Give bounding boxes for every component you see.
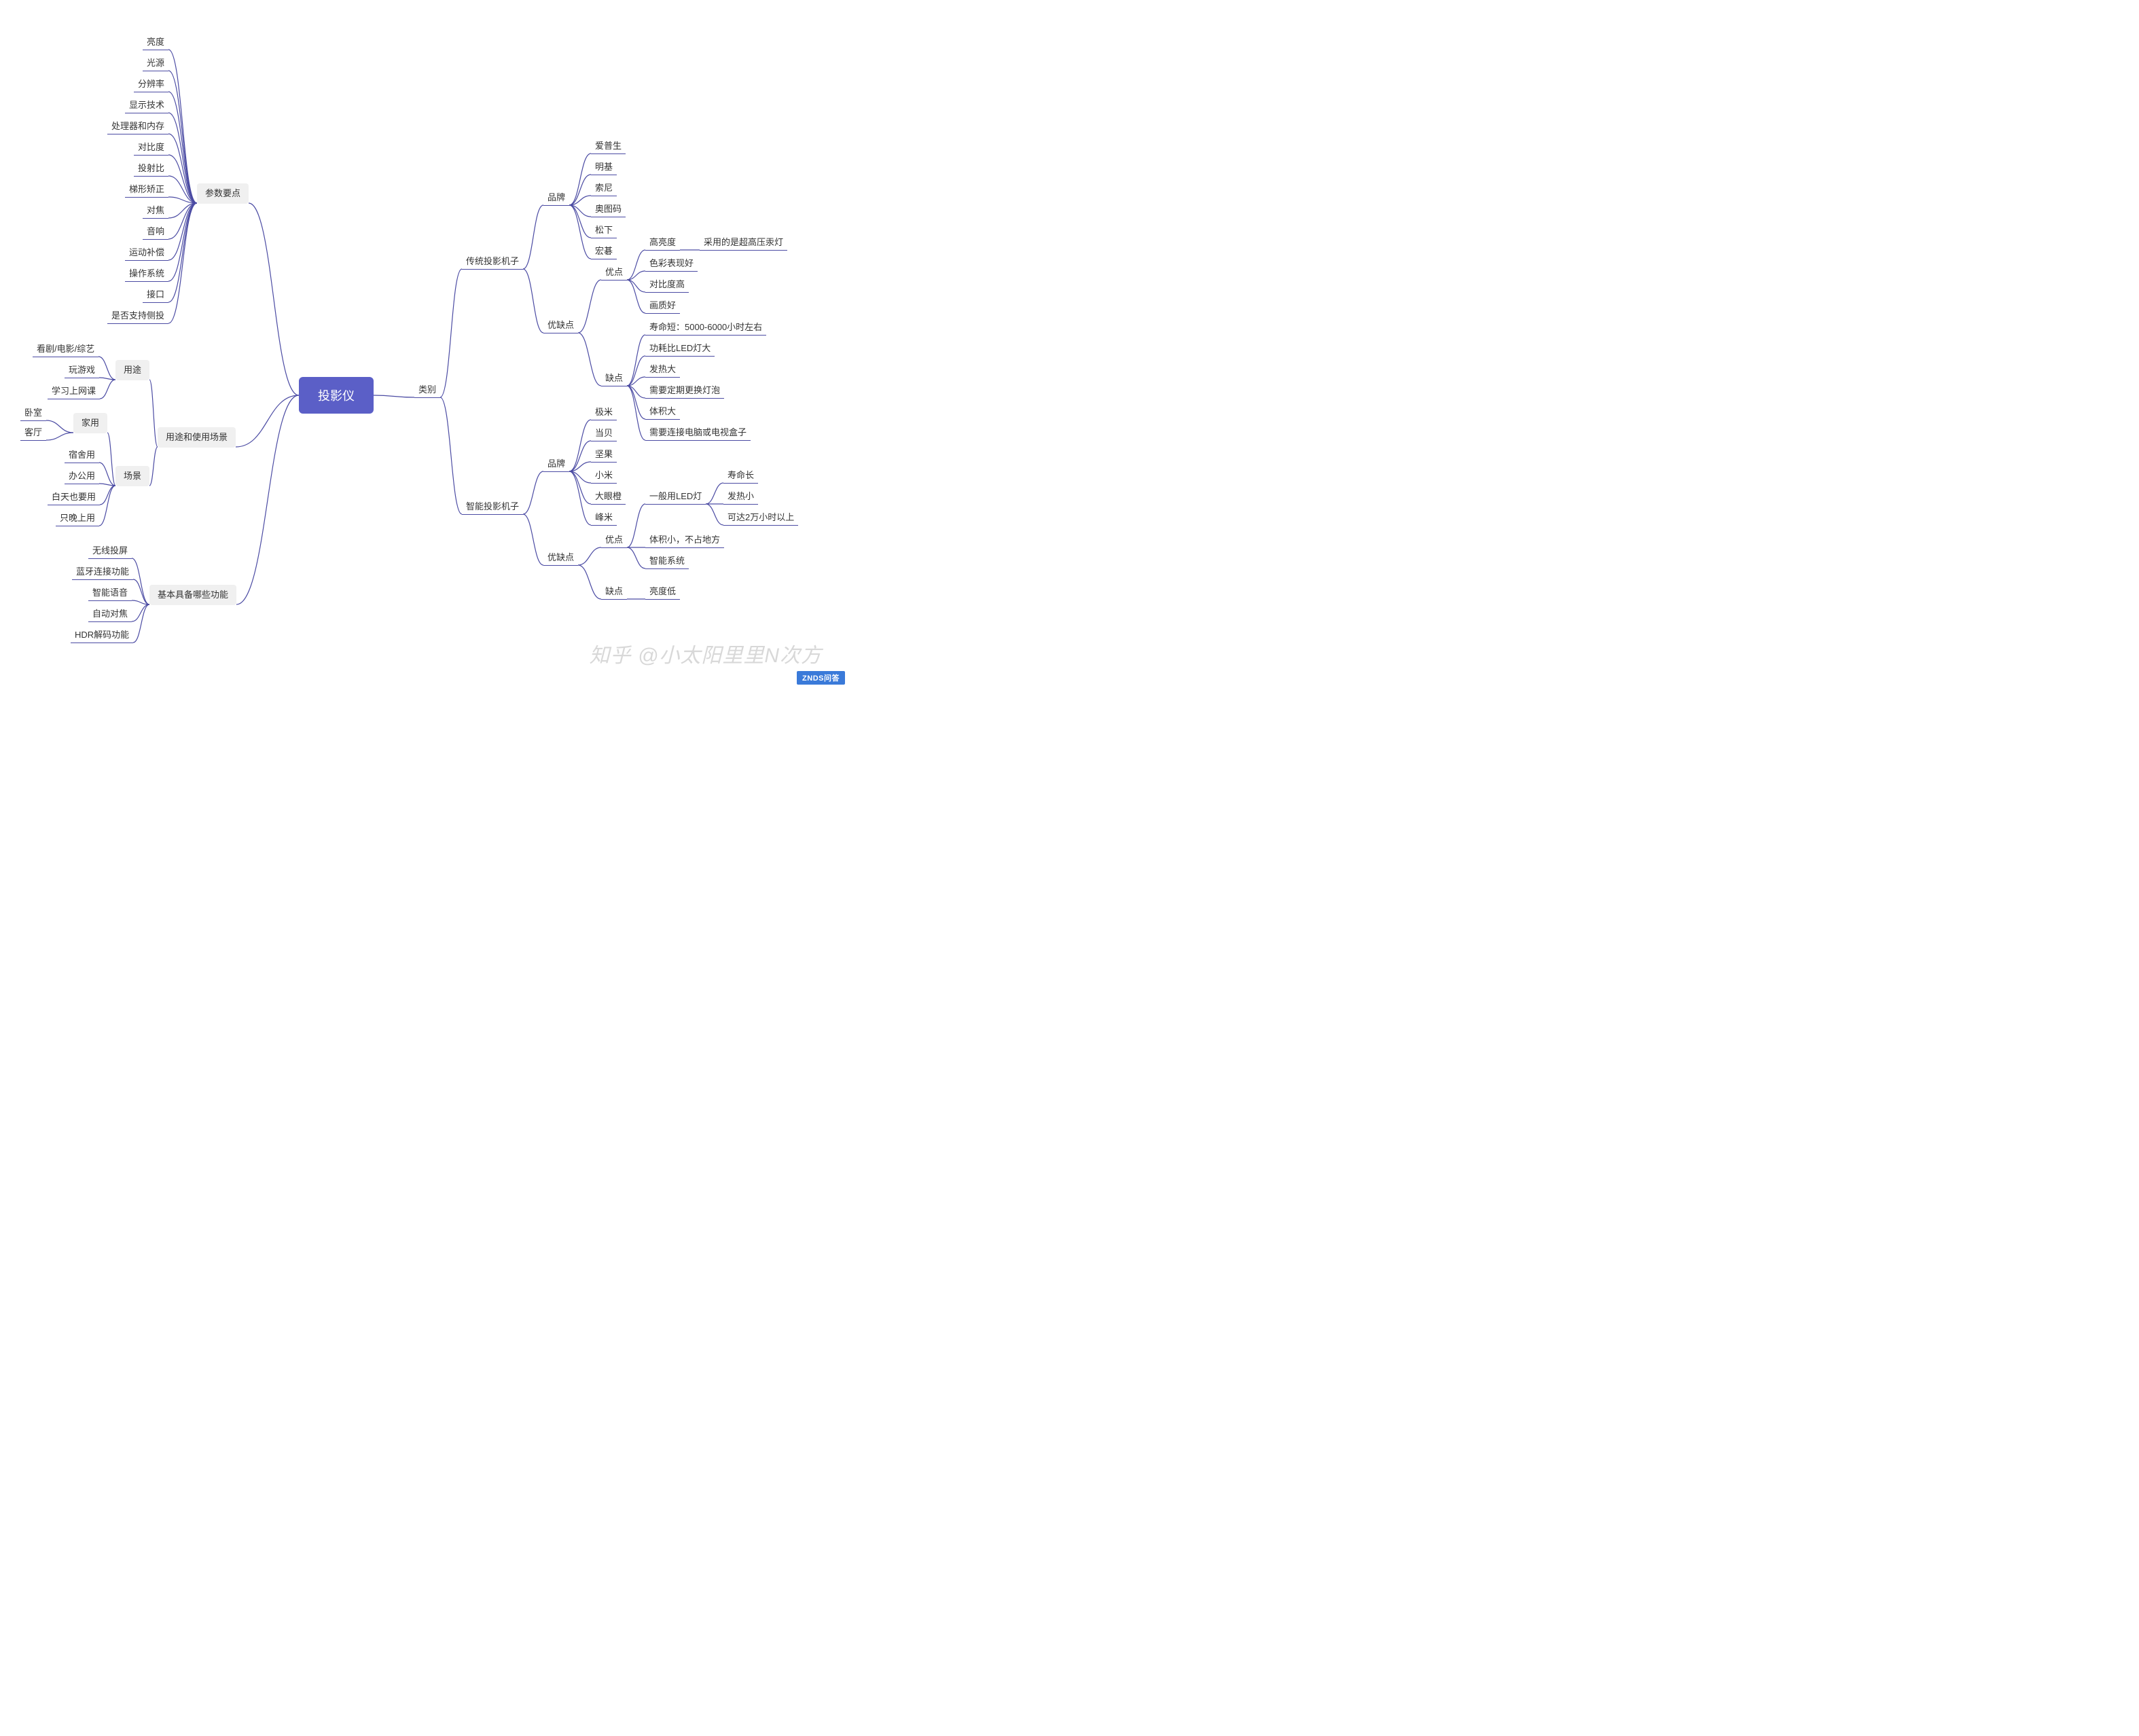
mindmap-node[interactable]: 用途 [115, 360, 149, 380]
mindmap-node[interactable]: 对比度高 [645, 277, 689, 293]
mindmap-node[interactable]: 玩游戏 [65, 363, 99, 378]
mindmap-node[interactable]: 光源 [143, 56, 168, 71]
mindmap-node[interactable]: 处理器和内存 [107, 119, 168, 134]
mindmap-node[interactable]: 寿命短：5000-6000小时左右 [645, 320, 766, 336]
mindmap-node[interactable]: 高亮度 [645, 235, 680, 251]
mindmap-node[interactable]: 梯形矫正 [125, 182, 168, 198]
mindmap-node[interactable]: 可达2万小时以上 [723, 510, 798, 526]
mindmap-node[interactable]: 坚果 [591, 447, 617, 463]
mindmap-node[interactable]: 优点 [601, 265, 627, 281]
source-badge: ZNDS问答 [797, 671, 845, 685]
mindmap-node[interactable]: 卧室 [20, 405, 46, 421]
mindmap-node[interactable]: 智能系统 [645, 554, 689, 569]
mindmap-node[interactable]: 需要定期更换灯泡 [645, 383, 724, 399]
mindmap-node[interactable]: 运动补偿 [125, 245, 168, 261]
mindmap-node[interactable]: 只晚上用 [56, 511, 99, 526]
mindmap-node[interactable]: 发热小 [723, 489, 758, 505]
mindmap-node[interactable]: 宿舍用 [65, 448, 99, 463]
mindmap-node[interactable]: 亮度 [143, 35, 168, 50]
mindmap-node[interactable]: 类别 [414, 382, 440, 398]
mindmap-node[interactable]: 需要连接电脑或电视盒子 [645, 425, 751, 441]
mindmap-node[interactable]: 场景 [115, 466, 149, 486]
mindmap-node[interactable]: 宏碁 [591, 244, 617, 259]
mindmap-node[interactable]: 无线投屏 [88, 543, 132, 559]
mindmap-node[interactable]: 大眼橙 [591, 489, 626, 505]
mindmap-node[interactable]: 缺点 [601, 371, 627, 386]
mindmap-node[interactable]: 音响 [143, 224, 168, 240]
mindmap-node[interactable]: 极米 [591, 405, 617, 420]
mindmap-node[interactable]: 色彩表现好 [645, 256, 698, 272]
mindmap-node[interactable]: 家用 [73, 413, 107, 433]
mindmap-node[interactable]: 客厅 [20, 425, 46, 441]
mindmap-node[interactable]: 寿命长 [723, 468, 758, 484]
mindmap-node[interactable]: 对比度 [134, 140, 168, 156]
mindmap-node[interactable]: 明基 [591, 160, 617, 175]
mindmap-node[interactable]: 优点 [601, 532, 627, 548]
mindmap-node[interactable]: 体积小，不占地方 [645, 532, 724, 548]
mindmap-node[interactable]: 小米 [591, 468, 617, 484]
mindmap-node[interactable]: 基本具备哪些功能 [149, 585, 236, 605]
mindmap-node[interactable]: 是否支持侧投 [107, 308, 168, 324]
mindmap-node[interactable]: 采用的是超高压汞灯 [700, 235, 787, 251]
mindmap-node[interactable]: 蓝牙连接功能 [72, 564, 133, 580]
mindmap-node[interactable]: 投射比 [134, 161, 168, 177]
mindmap-node[interactable]: 优缺点 [543, 318, 578, 333]
mindmap-node[interactable]: 品牌 [543, 456, 569, 472]
mindmap-node[interactable]: 接口 [143, 287, 168, 303]
mindmap-node[interactable]: 显示技术 [125, 98, 168, 113]
mindmap-node[interactable]: 对焦 [143, 203, 168, 219]
mindmap-node[interactable]: 学习上网课 [48, 384, 100, 399]
mindmap-node[interactable]: 传统投影机子 [462, 254, 523, 270]
mindmap-node[interactable]: 自动对焦 [88, 607, 132, 622]
mindmap-node[interactable]: 看剧/电影/综艺 [33, 342, 98, 357]
mindmap-node[interactable]: 当贝 [591, 426, 617, 441]
mindmap-node[interactable]: 办公用 [65, 469, 99, 484]
mindmap-node[interactable]: 爱普生 [591, 139, 626, 154]
mindmap-node[interactable]: 画质好 [645, 298, 680, 314]
mindmap-node[interactable]: 松下 [591, 223, 617, 238]
mindmap-node[interactable]: 功耗比LED灯大 [645, 341, 715, 357]
mindmap-node[interactable]: 分辨率 [134, 77, 168, 92]
mindmap-node[interactable]: 索尼 [591, 181, 617, 196]
mindmap-node[interactable]: 缺点 [601, 584, 627, 600]
root-node[interactable]: 投影仪 [299, 377, 374, 414]
mindmap-node[interactable]: HDR解码功能 [71, 628, 133, 643]
mindmap-node[interactable]: 峰米 [591, 510, 617, 526]
mindmap-node[interactable]: 品牌 [543, 190, 569, 206]
mindmap-node[interactable]: 优缺点 [543, 550, 578, 566]
watermark-text: 知乎 @小太阳里里N次方 [590, 638, 822, 668]
mindmap-node[interactable]: 用途和使用场景 [158, 427, 236, 448]
mindmap-node[interactable]: 参数要点 [197, 183, 249, 204]
mindmap-node[interactable]: 智能投影机子 [462, 499, 523, 515]
mindmap-node[interactable]: 发热大 [645, 362, 680, 378]
mindmap-node[interactable]: 亮度低 [645, 584, 680, 600]
mindmap-node[interactable]: 一般用LED灯 [645, 489, 706, 505]
mindmap-node[interactable]: 体积大 [645, 404, 680, 420]
mindmap-node[interactable]: 白天也要用 [48, 490, 100, 505]
mindmap-node[interactable]: 奥图码 [591, 202, 626, 217]
mindmap-node[interactable]: 操作系统 [125, 266, 168, 282]
mindmap-node[interactable]: 智能语音 [88, 585, 132, 601]
